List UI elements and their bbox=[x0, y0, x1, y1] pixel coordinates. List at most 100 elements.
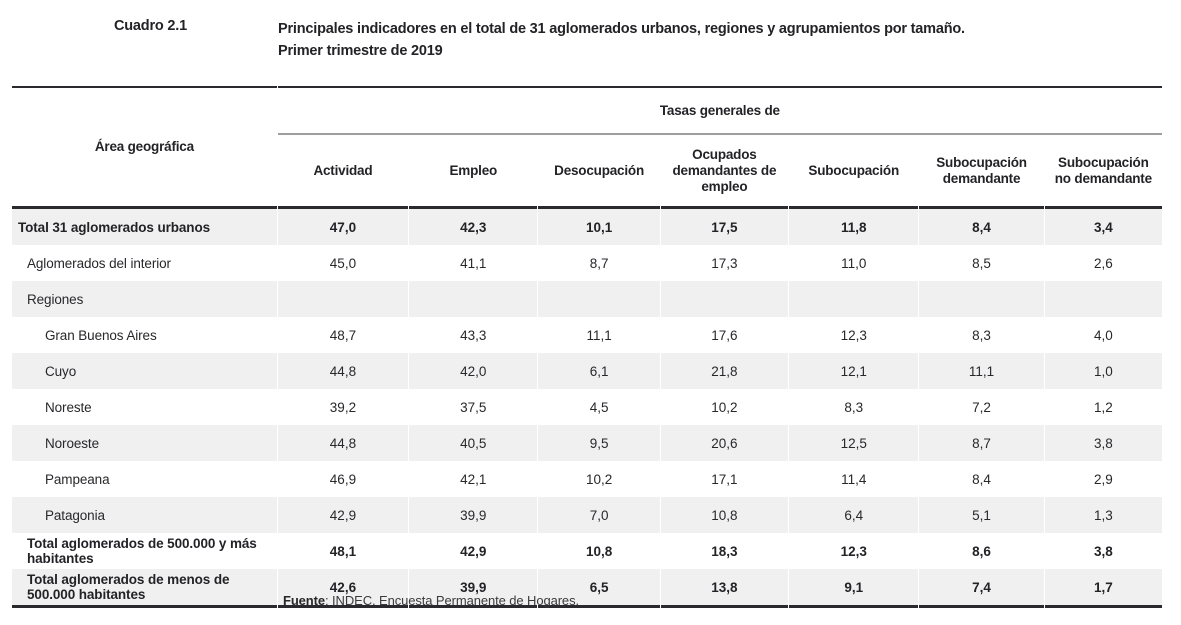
table-row: Total 31 aglomerados urbanos 47,0 42,3 10,1… bbox=[12, 209, 1162, 245]
data-cell: 8,3 bbox=[844, 399, 864, 415]
data-cell: 6,5 bbox=[538, 569, 660, 608]
data-cell: 1,3 bbox=[1044, 497, 1162, 533]
column-header-subocupacion-no-demandante: Subocupación no demandante bbox=[1044, 135, 1162, 209]
row-label: Total aglomerados de menos de 500.000 ha… bbox=[12, 569, 277, 608]
row-label: Gran Buenos Aires bbox=[45, 327, 157, 343]
table-row: Total aglomerados de 500.000 y más habit… bbox=[12, 533, 1162, 569]
data-cell: 4,0 bbox=[1093, 327, 1113, 343]
row-label: Noreste bbox=[45, 399, 92, 415]
row-label: Patagonia bbox=[12, 497, 277, 533]
row-label: Total aglomerados de 500.000 y más habit… bbox=[27, 536, 257, 566]
data-cell: 9,1 bbox=[789, 569, 919, 608]
data-cell: 39,9 bbox=[409, 569, 538, 608]
data-cell: 41,1 bbox=[460, 255, 487, 271]
source-text: : INDEC. Encuesta Permanente de Hogares. bbox=[325, 593, 579, 608]
table-row: Patagonia 42,9 39,9 7,0 10,8 6,4 5,1 1,3 bbox=[12, 497, 1162, 533]
row-label: Regiones bbox=[12, 281, 277, 317]
table-title-line1: Principales indicadores en el total de 3… bbox=[278, 21, 965, 37]
data-cell: 5,1 bbox=[919, 497, 1044, 533]
data-cell: 4,5 bbox=[589, 399, 609, 415]
data-cell bbox=[409, 281, 538, 317]
column-header-desocupacion: Desocupación bbox=[538, 135, 660, 209]
data-cell: 1,0 bbox=[1044, 353, 1162, 389]
table-row: Gran Buenos Aires 48,7 43,3 11,1 17,6 12,3 8,3… bbox=[12, 317, 1162, 353]
indicators-table: Área geográfica Tasas generales de Activ… bbox=[11, 86, 1163, 608]
data-cell: 11,8 bbox=[789, 209, 919, 245]
data-cell: 42,9 bbox=[277, 497, 409, 533]
table-row: Pampeana 46,9 42,1 10,2 17,1 11,4 8,4 2,9 bbox=[12, 461, 1162, 497]
data-cell: 9,5 bbox=[538, 425, 660, 461]
data-cell: 17,5 bbox=[660, 209, 789, 245]
column-header-actividad: Actividad bbox=[277, 135, 409, 209]
data-cell: 10,8 bbox=[660, 497, 789, 533]
data-cell: 12,5 bbox=[789, 425, 919, 461]
data-cell: 42,9 bbox=[460, 543, 487, 559]
data-cell: 8,4 bbox=[972, 471, 991, 487]
data-cell: 39,2 bbox=[329, 399, 357, 415]
group-header-tasas: Tasas generales de bbox=[277, 86, 1162, 135]
data-cell: 1,2 bbox=[1093, 399, 1113, 415]
data-cell: 11,4 bbox=[841, 471, 867, 487]
table-header: Área geográfica Tasas generales de Activ… bbox=[12, 86, 1162, 209]
data-cell: 7,2 bbox=[972, 399, 991, 415]
data-cell: 39,9 bbox=[409, 497, 538, 533]
data-cell: 48,1 bbox=[329, 543, 357, 559]
data-cell: 40,5 bbox=[409, 425, 538, 461]
area-geografica-header: Área geográfica bbox=[12, 86, 277, 209]
data-cell: 3,8 bbox=[1044, 425, 1162, 461]
data-cell bbox=[538, 281, 660, 317]
table-title: Principales indicadores en el total de 3… bbox=[278, 18, 1158, 62]
data-cell: 8,7 bbox=[589, 255, 609, 271]
column-header-subocupacion-demandante: Subocupación demandante bbox=[919, 135, 1044, 209]
row-label: Cuyo bbox=[12, 353, 277, 389]
table-title-line2: Primer trimestre de 2019 bbox=[278, 43, 443, 59]
data-cell: 8,5 bbox=[972, 255, 991, 271]
data-cell: 11,0 bbox=[841, 255, 867, 271]
data-cell: 43,3 bbox=[460, 327, 487, 343]
table-row: Noroeste 44,8 40,5 9,5 20,6 12,5 8,7 3,8 bbox=[12, 425, 1162, 461]
data-cell: 2,9 bbox=[1093, 471, 1113, 487]
data-cell: 3,8 bbox=[1093, 543, 1113, 559]
source-label: Fuente bbox=[283, 593, 326, 608]
row-label: Pampeana bbox=[45, 471, 110, 487]
data-cell: 10,2 bbox=[711, 399, 738, 415]
data-cell: 8,7 bbox=[919, 425, 1044, 461]
data-cell: 8,4 bbox=[919, 209, 1044, 245]
column-header-ocupados-demandantes: Ocupados demandantes de empleo bbox=[660, 135, 789, 209]
data-cell: 45,0 bbox=[329, 255, 357, 271]
data-cell bbox=[277, 281, 409, 317]
data-cell bbox=[789, 281, 919, 317]
data-cell: 11,1 bbox=[586, 327, 612, 343]
table-row: Aglomerados del interior 45,0 41,1 8,7 17,3 1… bbox=[12, 245, 1162, 281]
data-cell: 3,4 bbox=[1044, 209, 1162, 245]
row-label: Total 31 aglomerados urbanos bbox=[12, 209, 277, 245]
column-header-empleo: Empleo bbox=[409, 135, 538, 209]
data-cell: 6,4 bbox=[789, 497, 919, 533]
data-cell: 48,7 bbox=[329, 327, 357, 343]
data-cell: 12,3 bbox=[840, 543, 867, 559]
data-cell: 10,2 bbox=[585, 471, 613, 487]
data-cell: 10,8 bbox=[585, 543, 613, 559]
data-cell: 42,1 bbox=[460, 471, 487, 487]
data-cell: 12,1 bbox=[789, 353, 919, 389]
data-cell: 1,7 bbox=[1044, 569, 1162, 608]
data-cell: 7,0 bbox=[538, 497, 660, 533]
data-cell: 18,3 bbox=[711, 543, 738, 559]
data-cell: 42,0 bbox=[409, 353, 538, 389]
column-header-row: Actividad Empleo Desocupación Ocupados d… bbox=[12, 135, 1162, 209]
data-cell: 17,3 bbox=[711, 255, 738, 271]
table-row: Total aglomerados de menos de 500.000 ha… bbox=[12, 569, 1162, 608]
table-body: Total 31 aglomerados urbanos 47,0 42,3 10,1… bbox=[12, 209, 1162, 608]
table-row: Cuyo 44,8 42,0 6,1 21,8 12,1 11,1 1,0 bbox=[12, 353, 1162, 389]
data-cell: 21,8 bbox=[660, 353, 789, 389]
data-cell bbox=[660, 281, 789, 317]
data-cell: 20,6 bbox=[660, 425, 789, 461]
data-cell bbox=[919, 281, 1044, 317]
data-cell: 6,1 bbox=[538, 353, 660, 389]
source-note: Fuente: INDEC. Encuesta Permanente de Ho… bbox=[283, 593, 579, 608]
data-cell: 44,8 bbox=[277, 353, 409, 389]
data-cell: 17,6 bbox=[711, 327, 738, 343]
column-header-subocupacion: Subocupación bbox=[789, 135, 919, 209]
data-cell: 42,3 bbox=[409, 209, 538, 245]
